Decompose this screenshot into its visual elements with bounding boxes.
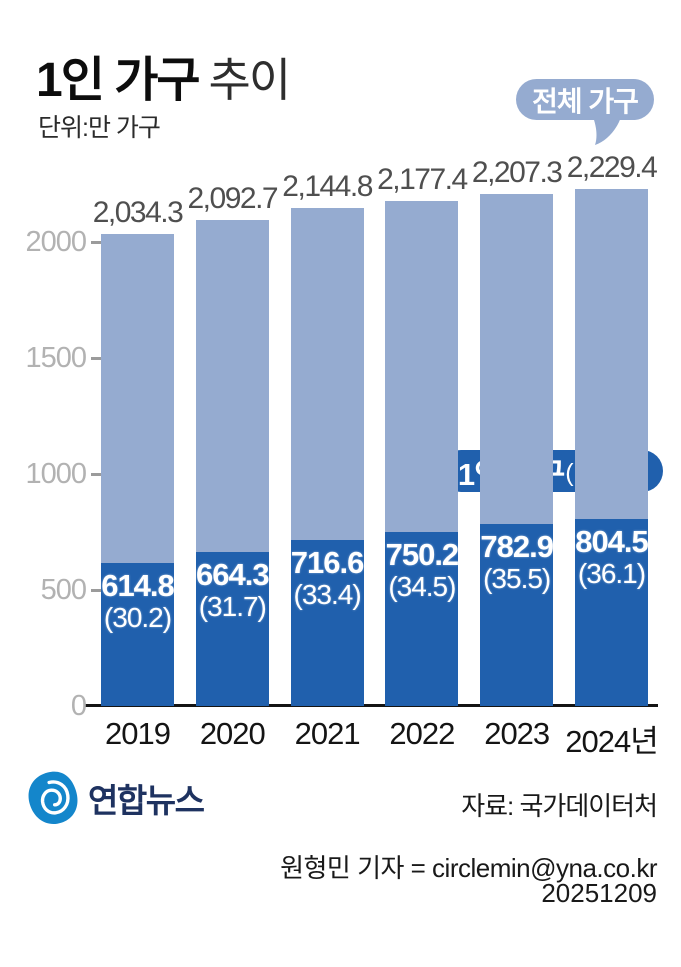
callout-total-label: 전체 가구	[532, 85, 639, 117]
yonhap-logo-icon	[28, 771, 78, 824]
callout-total-households: 전체 가구	[516, 79, 654, 120]
bar-single-2022	[385, 531, 459, 706]
x-tick-label-2023: 2023	[484, 716, 550, 751]
total-value-label-2019: 2,034.3	[92, 196, 184, 230]
y-tick-label-1000: 1000	[25, 458, 87, 490]
x-tick-label-2024년: 2024년	[565, 724, 658, 759]
yonhap-logo: 연합뉴스	[26, 770, 205, 826]
y-tick-mark-1000	[91, 473, 102, 476]
bar-single-2023	[480, 524, 554, 706]
bar-single-2021	[290, 539, 364, 706]
single-share-2021: (33.4)	[293, 578, 362, 610]
single-share-2022: (34.5)	[388, 570, 456, 602]
y-tick-label-0: 0	[70, 690, 87, 722]
single-value-label-2023: 782.9 (35.5)	[457, 529, 577, 595]
single-value-label-2020: 664.3 (31.7)	[172, 556, 292, 622]
y-tick-mark-2000	[91, 241, 102, 244]
title-sub: 추이	[208, 54, 292, 106]
total-value-label-2023: 2,207.3	[471, 155, 563, 189]
bar-single-2019	[101, 563, 174, 706]
single-value-2019: 614.8	[101, 568, 175, 604]
total-value-label-2020: 2,092.7	[187, 182, 279, 216]
source-credit: 자료: 국가데이터처	[461, 791, 658, 821]
x-tick-label-2021: 2021	[294, 716, 361, 751]
single-value-2021: 716.6	[290, 544, 365, 580]
y-tick-label-1500: 1500	[25, 342, 87, 374]
total-value-label-2024년: 2,229.4	[566, 150, 658, 184]
x-tick-label-2022: 2022	[389, 716, 455, 751]
single-value-2024년: 804.5	[575, 524, 649, 560]
callout-total-tail	[593, 117, 621, 145]
single-value-label-2024년: 804.5 (36.1)	[552, 524, 672, 590]
single-value-label-2019: 614.8 (30.2)	[78, 568, 198, 634]
bar-single-2020	[195, 551, 269, 706]
bar-single-2024년	[575, 519, 648, 706]
y-tick-label-500: 500	[40, 574, 87, 606]
single-value-2020: 664.3	[196, 556, 270, 592]
single-share-2024년: (36.1)	[577, 558, 646, 590]
single-share-2020: (31.7)	[198, 590, 267, 622]
date-stamp: 20251209	[541, 878, 657, 908]
unit-label: 단위:만 가구	[38, 114, 161, 142]
yonhap-logo-text: 연합뉴스	[88, 782, 205, 819]
single-value-label-2021: 716.6 (33.4)	[267, 544, 387, 610]
y-tick-mark-1500	[91, 357, 102, 360]
y-tick-mark-500	[91, 589, 102, 592]
single-share-2023: (35.5)	[483, 563, 551, 595]
x-axis-line	[85, 704, 658, 707]
single-value-label-2022: 750.2 (34.5)	[362, 536, 482, 602]
reporter-credit: 원형민 기자 = circlemin@yna.co.kr	[280, 853, 657, 883]
y-tick-label-2000: 2000	[25, 226, 87, 258]
x-tick-label-2019: 2019	[105, 716, 171, 751]
single-value-2023: 782.9	[480, 529, 554, 565]
total-value-label-2022: 2,177.4	[377, 162, 468, 196]
total-value-label-2021: 2,144.8	[282, 170, 373, 204]
title-main: 1인 가구	[36, 54, 201, 107]
single-value-2022: 750.2	[385, 536, 460, 572]
single-share-2019: (30.2)	[103, 602, 172, 634]
x-tick-label-2020: 2020	[199, 716, 266, 751]
page-title: 1인 가구 추이	[36, 40, 292, 110]
